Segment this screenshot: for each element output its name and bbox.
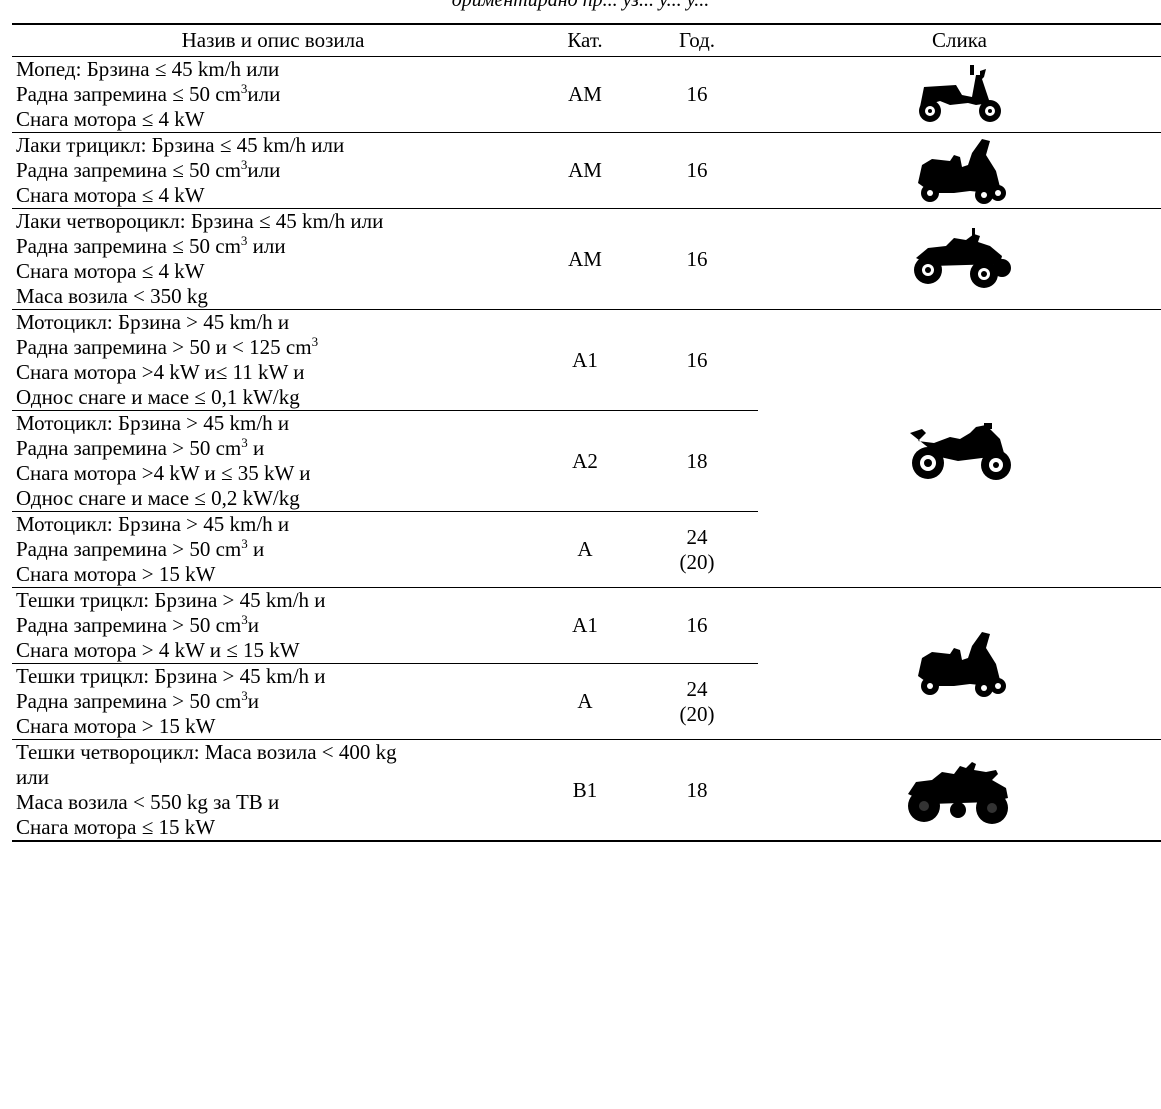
category-cell: AM — [568, 82, 602, 107]
category-cell: A1 — [534, 587, 636, 664]
table-row: Лаки четвороцикл: Брзина ≤ 45 km/h или Р… — [12, 208, 1161, 310]
description-line: Снага мотора >4 kW и≤ 11 kW и — [16, 360, 305, 384]
description-line: Радна запремина ≤ 50 cm3или — [16, 81, 281, 107]
table-row: Мотоцикл: Брзина > 45 km/h и Радна запре… — [12, 511, 1161, 588]
category-cell: B1 — [534, 739, 636, 842]
vehicle-image-cell — [758, 208, 1161, 310]
category-cell: A1 — [534, 309, 636, 411]
description-line: Мопед: Брзина ≤ 45 km/h или — [16, 57, 280, 82]
table-row: Тешки трицкл: Брзина > 45 km/h и Радна з… — [12, 663, 1161, 740]
vehicle-description: Лаки четвороцикл: Брзина ≤ 45 km/h или Р… — [12, 208, 534, 310]
description-line: Радна запремина > 50 cm3 и — [16, 536, 265, 562]
description-line: Мотоцикл: Брзина > 45 km/h и — [16, 512, 290, 537]
description-line: Радна запремина ≤ 50 cm3или — [16, 157, 281, 183]
vehicle-image-cell — [758, 132, 1161, 209]
description-line: Тешки четвороцикл: Маса возила < 400 kg — [16, 740, 397, 765]
vehicle-category-table: Назив и опис возила Кат. Год. Слика Мопе… — [12, 23, 1161, 842]
table-row: Мотоцикл: Брзина > 45 km/h и Радна запре… — [12, 309, 1161, 588]
header-age: Год. — [636, 23, 758, 57]
vehicle-description: Тешки трицкл: Брзина > 45 km/h и Радна з… — [12, 663, 534, 740]
category-cell: A — [534, 663, 636, 740]
table-caption: ориментирано пр... уз... у... у... — [451, 0, 710, 11]
heavy-tricycle-icon — [910, 628, 1010, 700]
description-line: или — [16, 765, 49, 790]
heavy-quadricycle-icon — [902, 754, 1018, 826]
age-cell: 16 — [636, 208, 758, 310]
vehicle-description: Мотоцикл: Брзина > 45 km/h и Радна запре… — [12, 410, 534, 512]
vehicle-description: Тешки трицкл: Брзина > 45 km/h и Радна з… — [12, 587, 534, 664]
description-line: Маса возила < 350 kg — [16, 283, 208, 308]
description-line: Тешки трицкл: Брзина > 45 km/h и — [16, 588, 326, 613]
light-quadricycle-icon — [908, 224, 1012, 294]
header-category: Кат. — [534, 23, 636, 57]
age-cell: 16 — [636, 132, 758, 209]
description-line: Тешки трицкл: Брзина > 45 km/h и — [16, 664, 326, 689]
table-row: Мотоцикл: Брзина > 45 km/h и Радна запре… — [12, 410, 1161, 512]
description-line: Маса возила < 550 kg за ТВ и — [16, 790, 280, 814]
vehicle-description: Лаки трицикл: Брзина ≤ 45 km/h или Радна… — [12, 132, 534, 209]
vehicle-description: Мотоцикл: Брзина > 45 km/h и Радна запре… — [12, 511, 534, 588]
description-line: Снага мотора ≤ 4 kW — [16, 106, 205, 131]
age-cell: 24 (20) — [636, 663, 758, 740]
description-line: Снага мотора ≤ 15 kW — [16, 814, 216, 839]
category-cell: AM — [534, 132, 636, 209]
description-line: Снага мотора > 4 kW и ≤ 15 kW — [16, 637, 300, 662]
description-line: Радна запремина > 50 cm3и — [16, 688, 259, 714]
category-cell: A — [534, 511, 636, 588]
age-cell: 16 — [686, 82, 708, 107]
description-line: Мотоцикл: Брзина > 45 km/h и — [16, 411, 290, 436]
description-line: Снага мотора ≤ 4 kW — [16, 259, 205, 283]
light-tricycle-icon — [910, 135, 1010, 207]
description-line: Однос снаге и масе ≤ 0,2 kW/kg — [16, 485, 300, 510]
table-row: Лаки трицикл: Брзина ≤ 45 km/h или Радна… — [12, 132, 1161, 209]
table-header-row: Назив и опис возила Кат. Год. Слика — [12, 23, 1161, 57]
header-image: Слика — [758, 23, 1161, 57]
description-line: Лаки четвороцикл: Брзина ≤ 45 km/h или — [16, 209, 384, 234]
vehicle-description: Мотоцикл: Брзина > 45 km/h и Радна запре… — [12, 309, 534, 411]
category-cell: A2 — [534, 410, 636, 512]
vehicle-description: Мопед: Брзина ≤ 45 km/h или Радна запрем… — [12, 57, 534, 133]
motorcycle-icon — [904, 413, 1016, 485]
description-line: Мотоцикл: Брзина > 45 km/h и — [16, 310, 290, 335]
table-row: Тешки четвороцикл: Маса возила < 400 kg … — [12, 739, 1161, 842]
moped-icon — [910, 63, 1010, 127]
age-cell: 24 (20) — [636, 511, 758, 588]
age-cell: 16 — [636, 309, 758, 411]
header-name: Назив и опис возила — [12, 23, 534, 57]
description-line: Радна запремина > 50 и < 125 cm3 — [16, 334, 319, 360]
vehicle-image-cell — [758, 57, 1161, 133]
description-line: Однос снаге и масе ≤ 0,1 kW/kg — [16, 384, 300, 409]
vehicle-image-cell — [758, 587, 1161, 740]
vehicle-description: Тешки четвороцикл: Маса возила < 400 kg … — [12, 739, 534, 842]
table-row: Мопед: Брзина ≤ 45 km/h или Радна запрем… — [12, 57, 1161, 133]
description-line: Радна запремина ≤ 50 cm3 или — [16, 233, 286, 259]
vehicle-image-cell — [758, 309, 1161, 588]
description-line: Снага мотора > 15 kW — [16, 561, 216, 586]
table-row: Тешки трицкл: Брзина > 45 km/h и Радна з… — [12, 587, 1161, 740]
description-line: Радна запремина > 50 cm3и — [16, 612, 259, 638]
vehicle-image-cell — [758, 739, 1161, 842]
description-line: Снага мотора > 15 kW — [16, 713, 216, 738]
age-cell: 16 — [636, 587, 758, 664]
description-line: Лаки трицикл: Брзина ≤ 45 km/h или — [16, 133, 345, 158]
category-cell: AM — [534, 208, 636, 310]
age-cell: 18 — [636, 410, 758, 512]
description-line: Снага мотора >4 kW и ≤ 35 kW и — [16, 461, 311, 485]
age-cell: 18 — [636, 739, 758, 842]
description-line: Радна запремина > 50 cm3 и — [16, 435, 265, 461]
description-line: Снага мотора ≤ 4 kW — [16, 182, 205, 207]
